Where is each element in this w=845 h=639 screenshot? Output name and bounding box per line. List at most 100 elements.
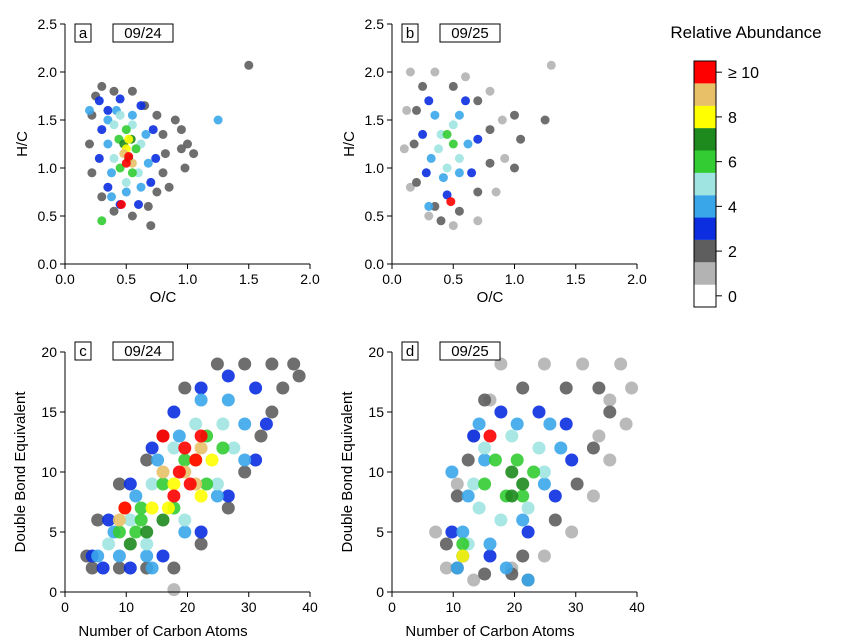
- data-point: [213, 115, 223, 125]
- data-point: [189, 417, 203, 431]
- y-tick-label: 5: [49, 524, 57, 540]
- data-point: [421, 168, 431, 178]
- y-tick-label: 0.0: [38, 256, 58, 272]
- data-point: [249, 453, 263, 467]
- panel-date: 09/25: [451, 25, 489, 42]
- y-axis-title: H/C: [14, 131, 31, 157]
- data-point: [485, 158, 495, 168]
- data-point: [442, 129, 452, 139]
- data-point: [472, 417, 486, 431]
- data-point: [178, 513, 192, 527]
- scatter-marks-b: [399, 60, 556, 231]
- data-point: [194, 441, 208, 455]
- colorbar-cell: [694, 239, 716, 263]
- y-tick-label: 2.5: [38, 16, 58, 32]
- data-point: [450, 489, 464, 503]
- colorbar-tick-label: 2: [728, 244, 737, 261]
- data-point: [123, 561, 137, 575]
- x-tick-label: 2.0: [627, 271, 647, 287]
- scatter-marks-a: [85, 60, 254, 231]
- data-point: [467, 573, 481, 587]
- data-point: [478, 453, 492, 467]
- panel-date-box: [112, 341, 174, 361]
- x-tick-label: 0: [388, 599, 396, 615]
- data-point: [189, 149, 199, 159]
- data-point: [592, 429, 606, 443]
- data-point: [127, 168, 137, 178]
- data-point: [483, 549, 497, 563]
- data-point: [592, 381, 606, 395]
- data-point: [91, 513, 105, 527]
- data-point: [521, 525, 535, 539]
- data-point: [172, 465, 186, 479]
- data-point: [497, 115, 507, 125]
- data-point: [127, 211, 137, 221]
- data-point: [586, 441, 600, 455]
- data-point: [405, 67, 415, 77]
- data-point: [424, 201, 434, 211]
- data-point: [167, 489, 181, 503]
- data-point: [140, 453, 154, 467]
- data-point: [265, 405, 279, 419]
- data-point: [454, 153, 464, 163]
- data-point: [467, 168, 477, 178]
- data-point: [136, 182, 146, 192]
- data-point: [134, 501, 148, 515]
- scatter-marks-c: [80, 357, 306, 597]
- data-point: [565, 453, 579, 467]
- y-tick-label: 0.0: [365, 256, 385, 272]
- data-point: [442, 190, 452, 200]
- data-point: [134, 513, 148, 527]
- x-tick-label: 30: [241, 599, 257, 615]
- data-point: [123, 513, 137, 527]
- data-point: [158, 129, 168, 139]
- colorbar-title: Relative Abundance: [670, 23, 821, 42]
- y-tick-label: 10: [368, 464, 384, 480]
- colorbar-tick-label: 4: [728, 199, 737, 216]
- data-point: [454, 206, 464, 216]
- data-point: [194, 381, 208, 395]
- ticks-d: 0 10 20 30 40 0 5 10 15 20: [368, 344, 645, 615]
- x-tick-label: 2.0: [300, 271, 320, 287]
- data-point: [183, 477, 197, 491]
- data-point: [456, 549, 470, 563]
- data-point: [109, 120, 119, 130]
- data-point: [167, 561, 181, 575]
- data-point: [412, 105, 421, 115]
- data-point: [426, 153, 436, 163]
- data-point: [164, 182, 174, 192]
- y-tick-label: 15: [368, 404, 384, 420]
- y-tick-label: 2.0: [365, 64, 385, 80]
- data-point: [448, 81, 458, 91]
- data-point: [478, 567, 492, 581]
- data-point: [103, 182, 113, 192]
- data-point: [152, 187, 162, 197]
- data-point: [109, 153, 119, 163]
- colorbar-cell: [694, 262, 716, 285]
- data-point: [221, 501, 235, 515]
- data-point: [418, 81, 428, 91]
- data-point: [96, 561, 110, 575]
- data-point: [136, 101, 146, 111]
- data-point: [554, 441, 568, 455]
- x-tick-label: 1.5: [239, 271, 259, 287]
- y-tick-label: 10: [41, 464, 57, 480]
- x-tick-label: 20: [507, 599, 523, 615]
- data-point: [448, 139, 458, 149]
- data-point: [510, 453, 524, 467]
- panel-letter: d: [406, 343, 414, 360]
- x-axis-title: Number of Carbon Atoms: [78, 623, 247, 639]
- x-tick-label: 1.0: [505, 271, 525, 287]
- data-point: [161, 501, 175, 515]
- data-point: [450, 477, 464, 491]
- y-tick-label: 20: [41, 344, 57, 360]
- y-tick-label: 1.5: [365, 112, 385, 128]
- data-point: [510, 417, 524, 431]
- data-point: [146, 177, 156, 187]
- y-tick-label: 2.0: [38, 64, 58, 80]
- x-axis-title: Number of Carbon Atoms: [405, 623, 574, 639]
- data-point: [445, 465, 459, 479]
- data-point: [227, 441, 241, 455]
- data-point: [115, 110, 125, 120]
